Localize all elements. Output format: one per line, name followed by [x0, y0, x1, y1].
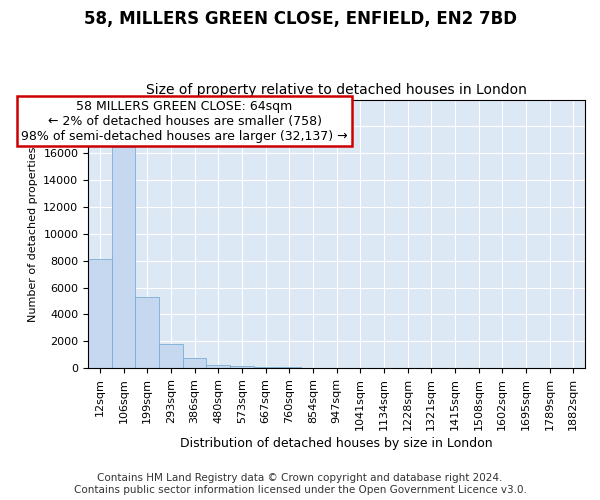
Bar	[230, 366, 254, 368]
Text: 58 MILLERS GREEN CLOSE: 64sqm
← 2% of detached houses are smaller (758)
98% of s: 58 MILLERS GREEN CLOSE: 64sqm ← 2% of de…	[21, 100, 348, 142]
Title: Size of property relative to detached houses in London: Size of property relative to detached ho…	[146, 83, 527, 97]
Bar	[277, 367, 301, 368]
Bar	[159, 344, 183, 368]
X-axis label: Distribution of detached houses by size in London: Distribution of detached houses by size …	[180, 437, 493, 450]
Bar	[254, 367, 277, 368]
Bar	[136, 297, 159, 368]
Text: Contains HM Land Registry data © Crown copyright and database right 2024.
Contai: Contains HM Land Registry data © Crown c…	[74, 474, 526, 495]
Bar	[183, 358, 206, 368]
Bar	[206, 365, 230, 368]
Bar	[88, 260, 112, 368]
Bar	[112, 146, 136, 368]
Y-axis label: Number of detached properties: Number of detached properties	[28, 146, 38, 322]
Text: 58, MILLERS GREEN CLOSE, ENFIELD, EN2 7BD: 58, MILLERS GREEN CLOSE, ENFIELD, EN2 7B…	[83, 10, 517, 28]
